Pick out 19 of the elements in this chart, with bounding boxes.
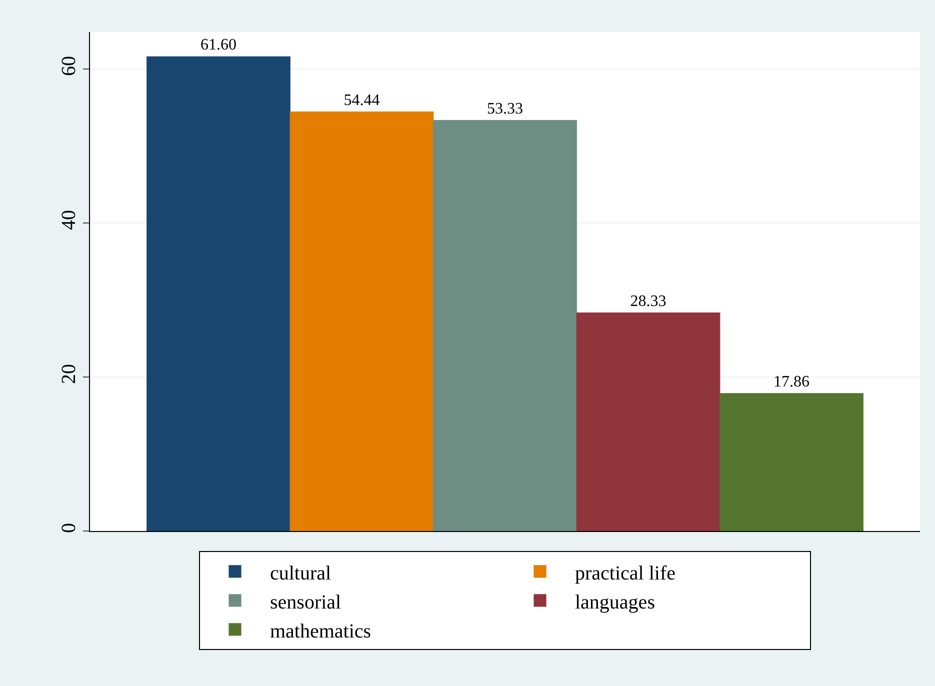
y-tick-label: 20 [58,364,80,384]
legend-label: languages [575,591,656,614]
y-tick-label: 60 [58,56,80,76]
legend-label: mathematics [270,620,372,642]
data-label: 17.86 [774,373,810,390]
bar [433,120,577,531]
y-tick-label: 40 [58,210,80,230]
bar [290,111,434,531]
data-label: 61.60 [200,36,236,54]
legend-label: cultural [270,562,332,584]
bar [146,56,290,531]
data-label: 54.44 [344,92,380,109]
bar [720,393,864,531]
legend-label: practical life [575,562,676,584]
legend-label: sensorial [270,591,342,614]
bar [576,312,720,531]
data-label: 28.33 [630,292,666,310]
y-tick-label: 0 [58,523,80,533]
data-label: 53.33 [487,100,523,118]
